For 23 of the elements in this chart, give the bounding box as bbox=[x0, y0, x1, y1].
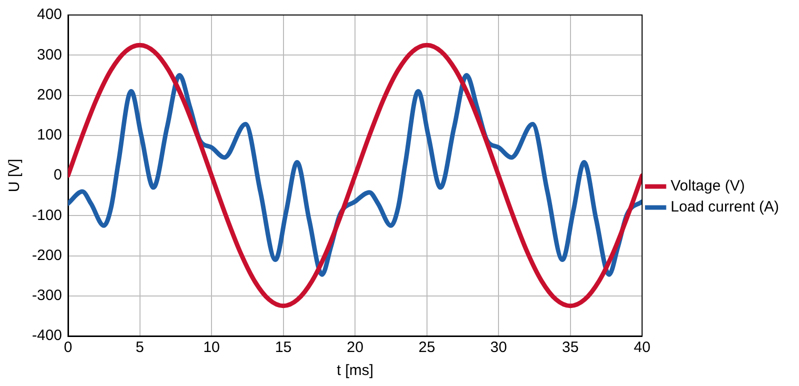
x-tick-label: 40 bbox=[634, 339, 650, 356]
y-tick-label: 300 bbox=[36, 46, 62, 64]
line-series bbox=[68, 42, 642, 308]
y-tick-label: 400 bbox=[36, 6, 62, 24]
x-tick-label: 5 bbox=[136, 339, 144, 356]
y-tick-label: -400 bbox=[32, 327, 62, 344]
x-tick-label: 30 bbox=[490, 339, 507, 356]
line-series bbox=[68, 72, 642, 277]
x-axis-title: t [ms] bbox=[336, 362, 374, 380]
legend-label: Load current (A) bbox=[670, 198, 780, 216]
x-tick-label: 15 bbox=[274, 339, 292, 356]
y-tick-label: -200 bbox=[32, 246, 62, 264]
y-tick-label: 0 bbox=[54, 166, 62, 184]
y-tick-label: -100 bbox=[32, 206, 62, 224]
x-tick-label: 10 bbox=[203, 339, 220, 356]
y-tick-label: 100 bbox=[36, 126, 62, 144]
y-axis-title: U [V] bbox=[6, 158, 24, 192]
y-tick-label: -300 bbox=[32, 287, 62, 304]
legend-label: Voltage (V) bbox=[670, 178, 745, 195]
x-tick-label: 25 bbox=[418, 339, 436, 356]
y-tick-label: 200 bbox=[36, 86, 62, 104]
x-tick-label: 35 bbox=[562, 339, 579, 356]
x-tick-label: 20 bbox=[346, 339, 364, 356]
